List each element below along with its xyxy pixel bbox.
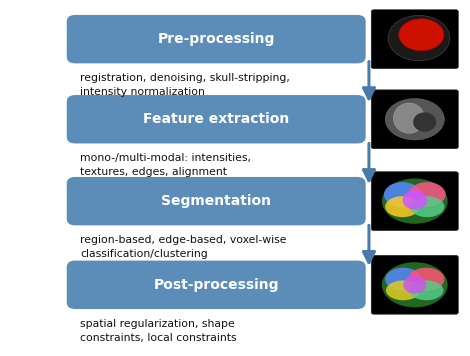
Ellipse shape [382, 262, 447, 308]
Ellipse shape [410, 196, 445, 217]
FancyBboxPatch shape [67, 261, 366, 309]
Ellipse shape [385, 99, 445, 140]
Ellipse shape [382, 178, 447, 224]
Ellipse shape [385, 196, 420, 217]
Text: Pre-processing: Pre-processing [157, 32, 275, 46]
FancyBboxPatch shape [371, 256, 458, 314]
Text: Feature extraction: Feature extraction [143, 112, 290, 126]
FancyBboxPatch shape [67, 177, 366, 225]
Ellipse shape [388, 15, 450, 61]
Ellipse shape [385, 268, 422, 291]
Ellipse shape [413, 112, 436, 132]
Text: Segmentation: Segmentation [161, 194, 271, 208]
Ellipse shape [408, 182, 446, 207]
Ellipse shape [409, 281, 444, 300]
Ellipse shape [393, 103, 425, 134]
Text: Post-processing: Post-processing [153, 278, 279, 292]
FancyBboxPatch shape [371, 10, 458, 69]
Ellipse shape [399, 19, 444, 51]
Text: registration, denoising, skull-stripping,
intensity normalization: registration, denoising, skull-stripping… [80, 73, 290, 97]
FancyBboxPatch shape [67, 95, 366, 143]
FancyBboxPatch shape [371, 90, 458, 149]
Ellipse shape [403, 276, 426, 294]
Text: spatial regularization, shape
constraints, local constraints: spatial regularization, shape constraint… [80, 319, 236, 342]
FancyBboxPatch shape [371, 172, 458, 231]
Ellipse shape [408, 268, 445, 291]
Text: region-based, edge-based, voxel-wise
classification/clustering: region-based, edge-based, voxel-wise cla… [80, 235, 286, 259]
Ellipse shape [384, 182, 421, 207]
Ellipse shape [386, 281, 421, 300]
FancyBboxPatch shape [67, 15, 366, 63]
Text: mono-/multi-modal: intensities,
textures, edges, alignment: mono-/multi-modal: intensities, textures… [80, 153, 251, 177]
Ellipse shape [402, 190, 427, 210]
